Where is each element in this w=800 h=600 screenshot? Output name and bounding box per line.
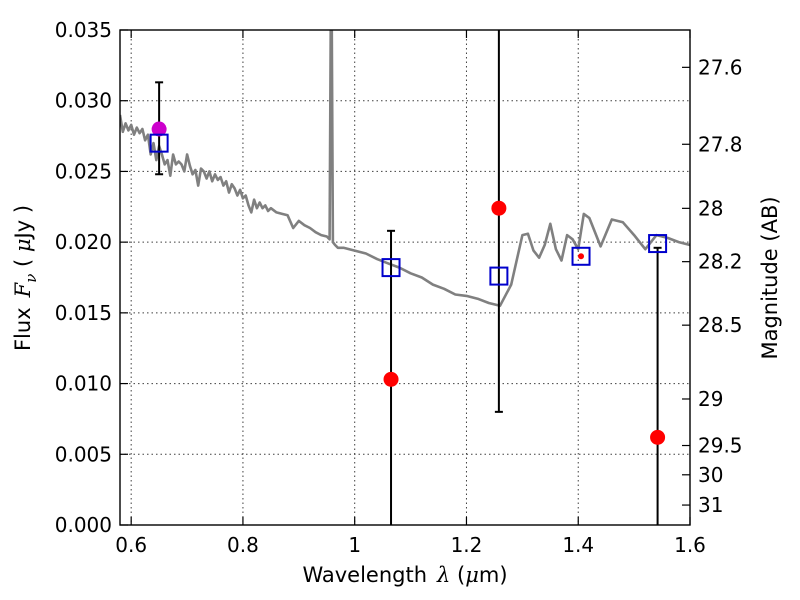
x-axis-label-unit-open: ( — [450, 563, 465, 587]
x-tick-label: 1.2 — [451, 533, 483, 557]
y-axis-label-subscript: ν — [22, 274, 40, 283]
observed-point — [383, 371, 399, 387]
y-tick-label: 0.005 — [55, 442, 112, 466]
y2-tick-label: 27.6 — [698, 55, 743, 79]
y-axis-label-unit-symbol: μ — [11, 238, 35, 252]
y2-tick-label: 28 — [698, 196, 723, 220]
model-photometry-point — [571, 246, 591, 266]
x-axis-label-unit-symbol: μ — [465, 563, 479, 587]
x-axis-label-text: Wavelength — [302, 563, 427, 587]
model-photometry-point — [149, 133, 169, 153]
observed-point — [578, 253, 585, 260]
observed-point — [650, 429, 666, 445]
x-axis-label-symbol: λ — [436, 563, 450, 587]
x-axis-label: Wavelength λ (μm) — [302, 563, 507, 587]
y-tick-label: 0.015 — [55, 301, 112, 325]
y2-tick-label: 29 — [698, 387, 723, 411]
y2-tick-label: 30 — [698, 463, 723, 487]
x-tick-label: 0.8 — [227, 533, 259, 557]
x-tick-label: 1.6 — [674, 533, 706, 557]
y2-tick-label: 28.5 — [698, 313, 743, 337]
plot-clipped-group — [120, 30, 690, 525]
y-axis-label-text: Flux — [11, 307, 35, 351]
y2-axis-label: Magnitude (AB) — [758, 196, 782, 359]
y-axis-label-unit-close: Jy ) — [11, 205, 35, 241]
y-tick-label: 0.020 — [55, 230, 112, 254]
model-photometry-point — [381, 258, 401, 278]
x-tick-label: 1 — [348, 533, 361, 557]
observed-point — [151, 121, 167, 137]
axes-ticks: 0.6 0.8 1 1.2 1.4 1.6 0.000 0.005 0.010 0.015 0.02… — [55, 18, 743, 557]
y2-tick-label: 31 — [698, 493, 723, 517]
plot-area — [120, 30, 690, 525]
x-tick-label: 1.4 — [562, 533, 594, 557]
y-tick-label: 0.035 — [55, 18, 112, 42]
y-axis-label: Flux Fν ( μJy ) — [11, 205, 40, 351]
grid — [120, 29, 691, 526]
y-tick-label: 0.000 — [55, 513, 112, 537]
y2-tick-label: 28.2 — [698, 250, 743, 274]
y2-tick-label: 27.8 — [698, 132, 743, 156]
y2-tick-label: 29.5 — [698, 434, 743, 458]
observed-point — [491, 200, 507, 216]
y-axis-label-symbol: F — [11, 281, 35, 298]
y-tick-label: 0.025 — [55, 159, 112, 183]
y-axis-label-unit-open: ( — [11, 252, 35, 274]
x-axis-label-unit-close: m) — [479, 563, 508, 587]
model-photometry-point — [489, 266, 509, 286]
model-photometry-point — [648, 234, 668, 254]
y-tick-label: 0.010 — [55, 372, 112, 396]
spectrum-line — [120, 30, 690, 308]
y-tick-label: 0.030 — [55, 89, 112, 113]
plot-frame — [119, 29, 691, 526]
x-tick-label: 0.6 — [115, 533, 147, 557]
